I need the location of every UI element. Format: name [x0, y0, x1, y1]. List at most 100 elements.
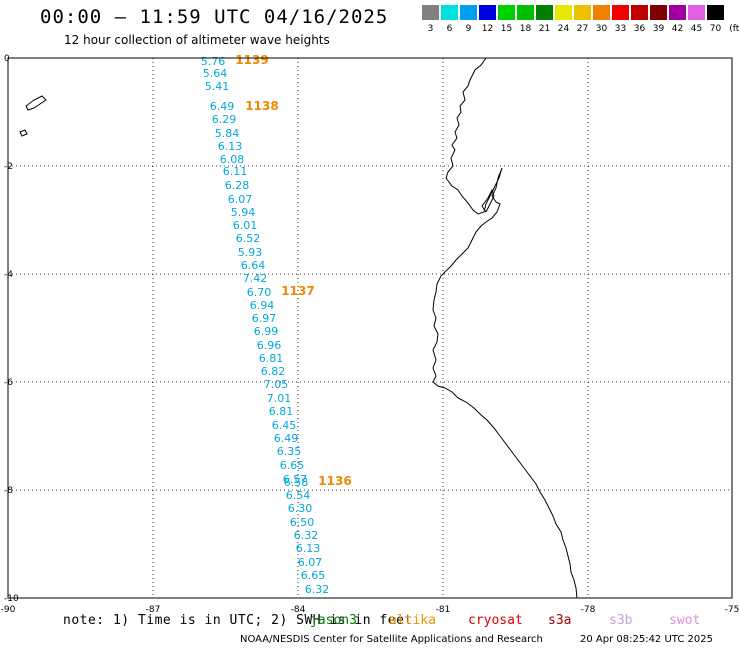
wave-height-label: 6.01 [233, 219, 258, 232]
wave-height-label: 6.49 [210, 100, 235, 113]
satellite-label: s3b [609, 613, 633, 628]
legend-label: 33 [614, 24, 627, 34]
wave-height-label: 5.64 [203, 67, 228, 80]
coastline [19, 57, 578, 599]
wave-height-label: 6.07 [298, 556, 323, 569]
satellite-label: altika [389, 613, 436, 628]
lon-tick-label: -75 [725, 605, 740, 615]
legend-label: 30 [595, 24, 608, 34]
timestamp-text: 20 Apr 08:25:42 UTC 2025 [580, 634, 713, 645]
legend-unit: (ft) [729, 24, 740, 34]
legend-swatch [517, 5, 534, 20]
legend-label: 42 [671, 24, 684, 34]
wave-height-label: 5.94 [231, 206, 256, 219]
wave-height-label: 6.13 [296, 542, 321, 555]
legend-label: 36 [633, 24, 646, 34]
wave-height-label: 6.52 [236, 232, 261, 245]
galapagos-island [19, 129, 28, 137]
legend-swatch [536, 5, 553, 20]
lat-tick-label: -8 [4, 486, 13, 496]
gulf-outline [481, 188, 495, 213]
legend-swatch [498, 5, 515, 20]
wave-height-label: 6.82 [261, 365, 286, 378]
satellite-label: swot [669, 613, 701, 628]
wave-height-label: 6.30 [288, 502, 313, 515]
footer-note: note: 1) Time is in UTC; 2) SWH is in fe… [63, 613, 413, 628]
wave-height-label: 6.57 [283, 473, 308, 486]
legend-swatch [612, 5, 629, 20]
lon-tick-label: -78 [581, 605, 596, 615]
map-grid [8, 58, 732, 598]
lat-tick-label: -10 [4, 594, 19, 604]
wave-height-label: 6.11 [223, 165, 248, 178]
legend-swatch [555, 5, 572, 20]
wave-height-label: 6.58 [284, 476, 309, 489]
wave-height-label: 5.84 [215, 127, 240, 140]
legend-label: 15 [500, 24, 513, 34]
lon-tick-label: -84 [291, 605, 306, 615]
wave-height-label: 6.96 [257, 339, 282, 352]
legend-swatch [441, 5, 458, 20]
pass-time-label: 1136 [318, 474, 351, 488]
lat-tick-label: -6 [4, 378, 13, 388]
lat-tick-label: -4 [4, 270, 13, 280]
satellite-label: jason3 [310, 613, 357, 628]
wave-height-label: 6.50 [290, 516, 315, 529]
legend-swatch [650, 5, 667, 20]
map-axes: 0 -2 -4 -6 -8 -10-90 -87 -84 -81 -78 -75 [1, 54, 740, 615]
pass-time-label: 1137 [281, 284, 314, 298]
satellite-label: cryosat [468, 613, 523, 628]
legend-label: 24 [557, 24, 570, 34]
wave-height-label: 7.42 [243, 272, 268, 285]
legend-label: 39 [652, 24, 665, 34]
legend-label: 12 [481, 24, 494, 34]
satellite-label: s3a [548, 613, 572, 628]
wave-height-label: 6.97 [252, 312, 277, 325]
wave-height-label: 6.07 [228, 193, 253, 206]
wave-height-label: 6.81 [269, 405, 294, 418]
legend-swatch [631, 5, 648, 20]
wave-height-label: 6.29 [212, 113, 237, 126]
legend-label: 9 [465, 24, 472, 34]
altimeter-track: 5.765.645.416.496.295.846.136.086.116.28… [201, 53, 352, 596]
wave-height-label: 6.70 [247, 286, 272, 299]
chart-title: 00:00 – 11:59 UTC 04/16/2025 [40, 6, 389, 28]
wave-height-label: 7.01 [267, 392, 292, 405]
lat-tick-label: 0 [4, 54, 10, 64]
legend-label: 27 [576, 24, 589, 34]
wave-height-label: 6.65 [280, 459, 305, 472]
legend-label: 45 [690, 24, 703, 34]
wave-height-label: 6.13 [218, 140, 243, 153]
legend-swatch [688, 5, 705, 20]
chart-subtitle: 12 hour collection of altimeter wave hei… [64, 33, 330, 47]
lon-tick-label: -81 [436, 605, 451, 615]
legend-swatch [593, 5, 610, 20]
wave-height-label: 5.41 [205, 80, 230, 93]
legend-swatch [574, 5, 591, 20]
wave-height-label: 6.64 [241, 259, 266, 272]
wave-height-label: 6.65 [301, 569, 326, 582]
legend-swatch [422, 5, 439, 20]
wave-height-label: 6.32 [305, 583, 330, 596]
wave-height-label: 6.35 [277, 445, 302, 458]
legend-label: 70 [709, 24, 722, 34]
wave-height-label: 6.49 [274, 432, 299, 445]
south-america-coastline [432, 57, 578, 599]
wave-height-label: 6.28 [225, 179, 250, 192]
wave-height-label: 5.93 [238, 246, 263, 259]
lon-tick-label: -90 [1, 605, 16, 615]
legend-label: 3 [427, 24, 434, 34]
legend-swatch [479, 5, 496, 20]
pass-time-label: 1139 [235, 53, 268, 67]
wave-height-label: 6.99 [254, 325, 279, 338]
wave-height-label: 6.08 [220, 153, 245, 166]
wave-height-label: 6.45 [272, 419, 297, 432]
wave-height-label: 6.32 [294, 529, 319, 542]
legend-swatch [707, 5, 724, 20]
galapagos-island [25, 95, 47, 111]
legend-swatch [460, 5, 477, 20]
lon-tick-label: -87 [146, 605, 161, 615]
legend-label: 21 [538, 24, 551, 34]
legend-label: 6 [446, 24, 453, 34]
credit-text: NOAA/NESDIS Center for Satellite Applica… [240, 634, 543, 645]
